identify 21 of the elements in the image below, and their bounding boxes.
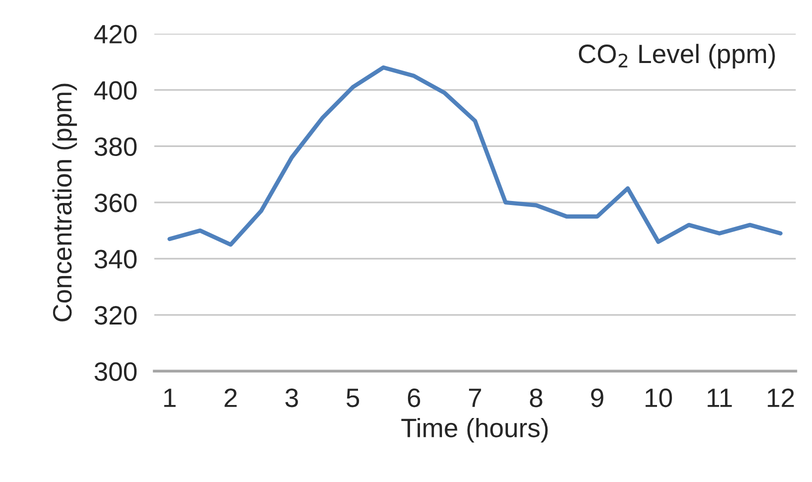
x-tick-label: 6 [408,388,420,408]
x-tick-label: 1 [164,388,176,407]
x-tick-label: 5 [346,388,360,408]
y-tick-label: 300 [94,362,137,381]
y-tick-label: 320 [94,306,137,325]
x-axis-title: Time (hours) [401,418,548,443]
x-tick-label: 2 [224,388,237,407]
x-tick-label: 12 [768,388,794,407]
x-tick-label: 3 [285,388,298,408]
chart-title: CO$_{2}$ Level (ppm) [578,44,775,68]
x-tick-label: 9 [591,388,604,408]
y-tick-label: 360 [94,194,137,212]
x-tick-label: 11 [708,388,732,407]
y-tick-label: 340 [94,250,137,268]
y-tick-label: 380 [94,137,137,156]
x-tick-label: 10 [646,388,672,408]
x-tick-label: 7 [469,388,482,407]
y-axis-title: Concentration (ppm) [52,84,77,322]
x-tick-label: 8 [530,388,542,408]
y-tick-label: 420 [94,24,137,44]
y-tick-label: 400 [94,81,137,100]
